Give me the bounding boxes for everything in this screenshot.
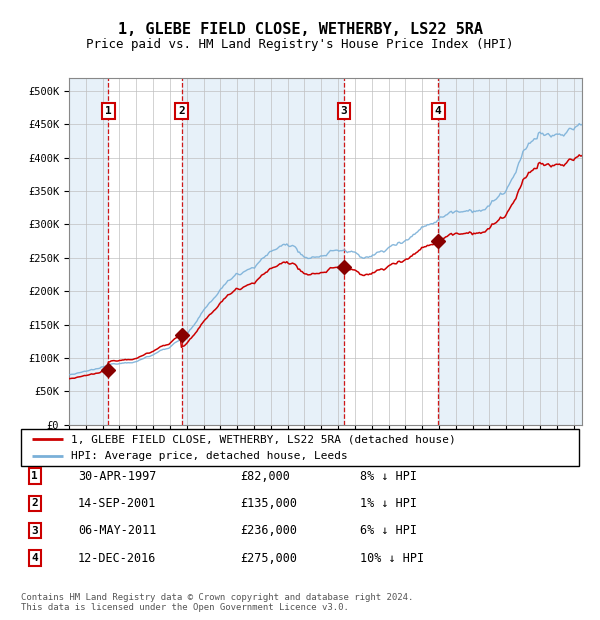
Text: 1% ↓ HPI: 1% ↓ HPI <box>360 497 417 510</box>
Text: 3: 3 <box>341 106 347 116</box>
Text: 4: 4 <box>435 106 442 116</box>
Text: Contains HM Land Registry data © Crown copyright and database right 2024.
This d: Contains HM Land Registry data © Crown c… <box>21 593 413 612</box>
Text: 2: 2 <box>178 106 185 116</box>
Bar <box>182 78 344 425</box>
FancyBboxPatch shape <box>21 429 579 466</box>
Text: 1, GLEBE FIELD CLOSE, WETHERBY, LS22 5RA (detached house): 1, GLEBE FIELD CLOSE, WETHERBY, LS22 5RA… <box>71 434 456 444</box>
Text: £275,000: £275,000 <box>240 552 297 564</box>
Text: 14-SEP-2001: 14-SEP-2001 <box>78 497 157 510</box>
Text: £135,000: £135,000 <box>240 497 297 510</box>
Text: 30-APR-1997: 30-APR-1997 <box>78 470 157 482</box>
Text: 10% ↓ HPI: 10% ↓ HPI <box>360 552 424 564</box>
Text: 3: 3 <box>31 526 38 536</box>
Bar <box>69 78 108 425</box>
Text: £82,000: £82,000 <box>240 470 290 482</box>
Text: 4: 4 <box>31 553 38 563</box>
Text: Price paid vs. HM Land Registry's House Price Index (HPI): Price paid vs. HM Land Registry's House … <box>86 38 514 51</box>
Text: £236,000: £236,000 <box>240 525 297 537</box>
Text: 6% ↓ HPI: 6% ↓ HPI <box>360 525 417 537</box>
Text: 12-DEC-2016: 12-DEC-2016 <box>78 552 157 564</box>
Text: 1, GLEBE FIELD CLOSE, WETHERBY, LS22 5RA: 1, GLEBE FIELD CLOSE, WETHERBY, LS22 5RA <box>118 22 482 37</box>
Bar <box>438 78 582 425</box>
Text: 1: 1 <box>31 471 38 481</box>
Text: 06-MAY-2011: 06-MAY-2011 <box>78 525 157 537</box>
Text: HPI: Average price, detached house, Leeds: HPI: Average price, detached house, Leed… <box>71 451 348 461</box>
Text: 2: 2 <box>31 498 38 508</box>
Text: 8% ↓ HPI: 8% ↓ HPI <box>360 470 417 482</box>
Text: 1: 1 <box>105 106 112 116</box>
